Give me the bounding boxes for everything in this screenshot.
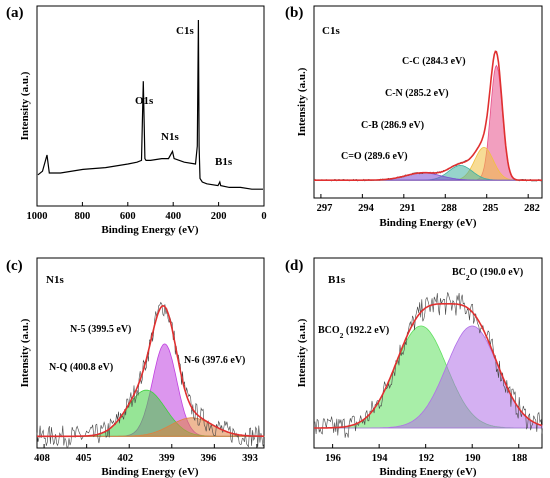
panel-a-letter: (a) bbox=[6, 5, 24, 21]
panel-a-frame bbox=[36, 5, 265, 207]
panel-d-tick-label: 188 bbox=[512, 453, 528, 464]
panel-a: (a) C1s O1s N1s B1s 1000 800 600 400 200… bbox=[6, 5, 267, 236]
panel-b: (b) C1s C-C (284.3 eV) C-N (285.2 eV) C-… bbox=[285, 5, 543, 229]
panel-b-fit-envelope bbox=[314, 50, 542, 181]
panel-d-letter: (d) bbox=[285, 258, 303, 274]
panel-b-tick-label: 297 bbox=[317, 203, 333, 214]
panel-d-x-axis-title: Binding Energy (eV) bbox=[379, 466, 477, 478]
panel-b-tick-label: 288 bbox=[441, 203, 457, 214]
panel-c-tick-label: 405 bbox=[76, 453, 92, 464]
panel-c: (c) N1s N-5 (399.5 eV) N-Q (400.8 eV) N-… bbox=[6, 257, 265, 478]
n6-component-label: N-6 (397.6 eV) bbox=[184, 355, 245, 366]
panel-a-tick-label: 0 bbox=[261, 211, 266, 222]
panel-b-tick-label: 294 bbox=[358, 203, 375, 214]
n5-component-label: N-5 (399.5 eV) bbox=[70, 324, 131, 335]
o1s-peak-label: O1s bbox=[135, 95, 154, 107]
panel-b-frame bbox=[313, 5, 543, 199]
cb-component-label: C-B (286.9 eV) bbox=[361, 120, 424, 131]
panel-c-tick-label: 408 bbox=[34, 453, 50, 464]
panel-c-fit-envelope bbox=[37, 304, 264, 438]
panel-d-tick-label: 196 bbox=[325, 453, 341, 464]
n1s-peak-label: N1s bbox=[161, 131, 179, 143]
panel-d-tick-label: 190 bbox=[465, 453, 481, 464]
panel-b-ticks bbox=[320, 194, 529, 198]
panel-c-tick-label: 393 bbox=[242, 453, 258, 464]
panel-a-x-axis-title: Binding Energy (eV) bbox=[101, 224, 199, 236]
panel-d-frame bbox=[313, 257, 543, 449]
panel-a-ticks bbox=[36, 202, 265, 206]
panel-d-raw-data-line bbox=[314, 292, 543, 438]
panel-c-tick-label: 399 bbox=[159, 453, 175, 464]
bco2-component-label: BCO2 (192.2 eV) bbox=[318, 325, 389, 340]
panel-c-letter: (c) bbox=[6, 258, 23, 274]
panel-b-y-axis-title: Intensity (a.u.) bbox=[296, 67, 308, 136]
panel-b-title: C1s bbox=[322, 25, 340, 37]
panel-c-tick-label: 402 bbox=[117, 453, 133, 464]
panel-a-tick-label: 400 bbox=[165, 211, 181, 222]
co-component-label: C=O (289.6 eV) bbox=[341, 151, 408, 162]
panel-d-y-axis-title: Intensity (a.u.) bbox=[296, 318, 308, 387]
panel-d-tick-label: 192 bbox=[418, 453, 434, 464]
panel-b-letter: (b) bbox=[285, 5, 303, 21]
panel-d-title: B1s bbox=[328, 274, 346, 286]
panel-c-tick-label: 396 bbox=[201, 453, 217, 464]
c1s-peak-label: C1s bbox=[176, 25, 194, 37]
panel-b-x-axis-title: Binding Energy (eV) bbox=[379, 217, 477, 229]
panel-b-tick-label: 285 bbox=[483, 203, 499, 214]
panel-c-y-axis-title: Intensity (a.u.) bbox=[19, 318, 31, 387]
survey-spectrum-line bbox=[37, 19, 263, 190]
panel-c-frame bbox=[36, 257, 265, 449]
cc-component-label: C-C (284.3 eV) bbox=[402, 56, 466, 67]
panel-d-ticks bbox=[332, 444, 520, 448]
panel-a-tick-label: 200 bbox=[211, 211, 227, 222]
panel-b-tick-label: 282 bbox=[524, 203, 540, 214]
panel-d: (d) B1s BC2O (190.0 eV) BCO2 (192.2 eV) … bbox=[285, 257, 543, 478]
panel-c-title: N1s bbox=[46, 274, 64, 286]
panel-a-tick-label: 600 bbox=[120, 211, 136, 222]
bc2o-component-label: BC2O (190.0 eV) bbox=[452, 267, 523, 282]
panel-a-tick-label: 1000 bbox=[27, 211, 48, 222]
panel-b-tick-label: 291 bbox=[400, 203, 416, 214]
panel-a-tick-label: 800 bbox=[75, 211, 91, 222]
panel-d-components bbox=[314, 325, 543, 429]
panel-c-ticks bbox=[43, 444, 258, 448]
nq-component-label: N-Q (400.8 eV) bbox=[49, 362, 113, 373]
panel-d-tick-label: 194 bbox=[372, 453, 389, 464]
panel-d-fit-envelope bbox=[314, 303, 543, 429]
b1s-peak-label: B1s bbox=[215, 156, 233, 168]
panel-c-x-axis-title: Binding Energy (eV) bbox=[101, 466, 199, 478]
cn-component-label: C-N (285.2 eV) bbox=[385, 88, 449, 99]
panel-a-y-axis-title: Intensity (a.u.) bbox=[19, 71, 31, 140]
